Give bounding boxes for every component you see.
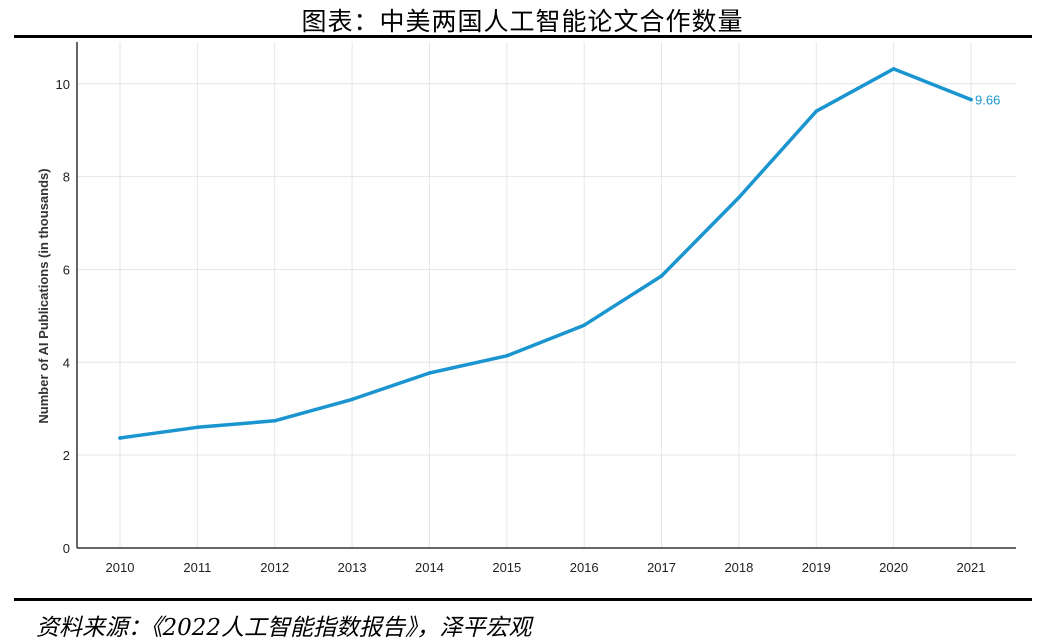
data-point [659, 274, 664, 278]
grid-lines [77, 42, 1016, 548]
data-point [505, 354, 509, 358]
y-tick-label: 10 [56, 77, 70, 92]
y-tick-label: 0 [63, 541, 70, 556]
x-tick-label: 2013 [338, 560, 367, 575]
y-axis-label: Number of AI Publications (in thousands) [36, 168, 51, 423]
data-point [118, 436, 122, 440]
x-tick-label: 2014 [415, 560, 444, 575]
x-tick-label: 2016 [570, 560, 599, 575]
x-tick-label: 2021 [957, 560, 986, 575]
line-chart: 2010 2011 2012 2013 2014 2015 2016 2017 2018 2019… [36, 42, 1016, 575]
x-tick-label: 2012 [260, 560, 289, 575]
axes [76, 42, 1016, 549]
series-line [118, 67, 973, 440]
data-point [737, 195, 741, 200]
data-point [814, 109, 819, 113]
data-point [195, 425, 200, 430]
x-tick-label: 2019 [802, 560, 831, 575]
y-tick-label: 6 [63, 262, 70, 277]
x-tick-label: 2018 [724, 560, 753, 575]
y-tick-label: 8 [63, 170, 70, 185]
data-point [969, 97, 973, 102]
source-note: 资料来源：《2022人工智能指数报告》，泽平宏观 [36, 615, 532, 641]
x-tick-label: 2015 [492, 560, 521, 575]
chart-title: 图表：中美两国人工智能论文合作数量 [301, 7, 744, 36]
data-point [582, 323, 586, 327]
data-point [891, 67, 896, 71]
y-tick-label: 4 [63, 355, 70, 370]
x-tick-label: 2020 [879, 560, 908, 575]
top-rule [14, 35, 1032, 38]
data-labels: 9.66 [975, 93, 1000, 108]
series-lines [118, 67, 973, 440]
data-label: 9.66 [975, 93, 1000, 108]
x-tick-label: 2017 [647, 560, 676, 575]
bottom-rule [14, 598, 1032, 601]
y-tick-label: 2 [63, 448, 70, 463]
data-point [427, 371, 432, 375]
y-tick-labels: 0 2 4 6 8 10 [56, 77, 70, 556]
x-tick-label: 2011 [183, 560, 211, 575]
x-tick-labels: 2010 2011 2012 2013 2014 2015 2016 2017 2018 2019… [106, 560, 986, 575]
data-point [272, 419, 277, 423]
data-point [350, 397, 354, 402]
x-tick-label: 2010 [106, 560, 135, 575]
